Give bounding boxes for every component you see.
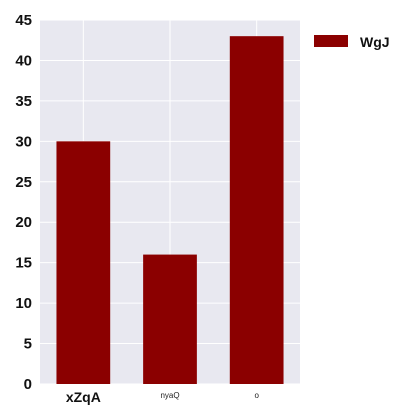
x-tick-label: xZqA (66, 389, 101, 405)
y-tick-label: 35 (15, 93, 32, 110)
x-tick-label: nyaQ (160, 391, 179, 400)
y-tick-label: 15 (15, 255, 32, 272)
legend-label: WgJ (360, 34, 390, 50)
y-tick-label: 0 (24, 376, 32, 393)
y-tick-label: 5 (24, 336, 32, 353)
legend-swatch (314, 35, 348, 47)
y-tick-label: 10 (15, 295, 32, 312)
bars (56, 36, 284, 385)
legend: WgJ (314, 34, 390, 50)
y-tick-label: 20 (15, 214, 32, 231)
bar-o (229, 36, 284, 385)
y-tick-label: 30 (15, 133, 32, 150)
y-axis-ticks: 0 5 10 15 20 25 30 35 40 45 (15, 12, 32, 393)
y-tick-label: 40 (15, 52, 32, 69)
x-tick-label: o (254, 391, 259, 400)
bar-xZqA (56, 141, 111, 384)
y-tick-label: 45 (15, 12, 32, 29)
x-axis-ticks: xZqA nyaQ o (66, 389, 260, 405)
bar-nyaQ (143, 254, 197, 384)
y-tick-label: 25 (15, 174, 32, 191)
